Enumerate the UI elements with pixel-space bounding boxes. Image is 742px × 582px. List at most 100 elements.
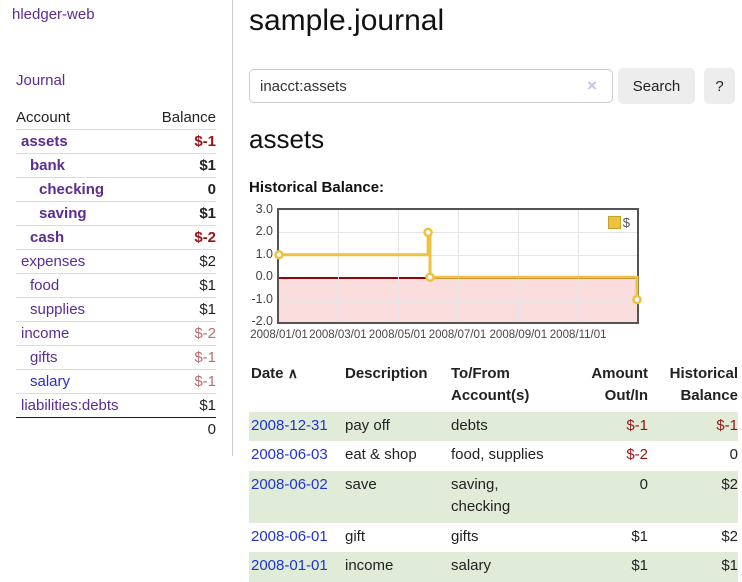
x-tick-label: 2008/07/01 <box>428 329 487 341</box>
transaction-amount: $-1 <box>626 416 648 434</box>
transaction-description: pay off <box>345 416 390 434</box>
x-tick-label: 2008/09/01 <box>489 329 548 341</box>
account-link[interactable]: cash <box>30 229 65 246</box>
account-link[interactable]: gifts <box>30 349 58 366</box>
y-tick-label: -1.0 <box>251 291 273 306</box>
account-link[interactable]: checking <box>39 181 105 198</box>
account-balance: $1 <box>199 301 216 318</box>
account-row: salary $-1 <box>16 369 216 394</box>
transaction-description: income <box>345 557 394 574</box>
sidebar-item-journal[interactable]: Journal <box>16 72 66 89</box>
transaction-date: 2008-06-01 <box>249 523 345 553</box>
transaction-date: 2008-01-01 <box>249 552 345 582</box>
account-balance: $1 <box>199 205 216 222</box>
transaction-accounts: salary <box>451 557 492 574</box>
account-link[interactable]: food <box>30 277 60 294</box>
legend-swatch-icon <box>607 216 621 229</box>
account-balance: $-1 <box>194 133 216 150</box>
clear-search-icon[interactable]: × <box>587 76 597 95</box>
accounts-table-body: assets $-1 bank $1 checking 0 saving $1 cash $-2 e… <box>16 129 216 442</box>
account-row: liabilities:debts $1 <box>16 393 216 418</box>
account-row: assets $-1 <box>16 129 216 154</box>
x-tick-label: 2008/01/01 <box>250 329 308 341</box>
x-tick-label: 2008/05/01 <box>368 329 427 341</box>
transaction-accounts: food, supplies <box>451 446 544 463</box>
search-bar: × Search ? <box>249 68 742 104</box>
transaction-date-link[interactable]: 2008-06-02 <box>251 475 328 493</box>
y-tick-label: 3.0 <box>255 202 273 216</box>
help-button[interactable]: ? <box>704 68 735 104</box>
y-tick-label: -2.0 <box>251 314 273 328</box>
transaction-accounts: debts <box>451 416 488 434</box>
account-row: income $-2 <box>16 321 216 346</box>
account-row: cash $-2 <box>16 225 216 250</box>
y-tick-label: 1.0 <box>255 246 273 261</box>
account-balance: $1 <box>199 157 216 174</box>
transaction-description: gift <box>345 527 366 545</box>
account-column-header: Account <box>16 109 71 126</box>
account-balance: $2 <box>199 253 216 270</box>
account-heading: assets <box>249 124 325 154</box>
account-balance: $-2 <box>194 229 216 246</box>
account-link[interactable]: saving <box>39 205 87 222</box>
transaction-row: 2008-12-31 pay off debts $-1 $-1 <box>249 411 738 442</box>
amount-column-header: Amount Out/In <box>591 365 648 404</box>
transaction-description: save <box>345 475 377 493</box>
historical-balance-chart: $ 3.0 2.0 1.0 0.0 -1.0 -2.0 2008/01/01 2008/03… <box>249 202 742 349</box>
account-link[interactable]: expenses <box>21 253 86 270</box>
y-tick-label: 2.0 <box>255 224 273 239</box>
transaction-balance: $2 <box>721 527 738 545</box>
legend-label: $ <box>622 215 630 230</box>
account-link[interactable]: income <box>21 325 70 342</box>
x-tick-label: 2008/03/01 <box>309 329 367 341</box>
account-link[interactable]: bank <box>30 157 66 174</box>
transaction-date-link[interactable]: 2008-06-03 <box>251 446 328 463</box>
y-tick-label: 0.0 <box>255 269 273 284</box>
account-link[interactable]: liabilities:debts <box>21 397 119 414</box>
accounts-table-header: Account Balance <box>16 106 216 130</box>
transaction-balance: $-1 <box>716 416 738 434</box>
transaction-date-link[interactable]: 2008-06-01 <box>251 527 328 545</box>
account-link[interactable]: salary <box>30 373 71 390</box>
account-row: gifts $-1 <box>16 345 216 370</box>
transaction-description: eat & shop <box>345 446 417 463</box>
app-brand-link[interactable]: hledger-web <box>12 6 95 23</box>
balance-column-header: Historical Balance <box>669 365 738 404</box>
transaction-accounts: saving, checking <box>451 475 511 516</box>
balance-step-line <box>274 227 642 305</box>
account-link[interactable]: assets <box>21 133 68 150</box>
chart-heading: Historical Balance: <box>249 179 385 196</box>
transaction-accounts: gifts <box>451 527 479 545</box>
date-column-header[interactable]: Date ∧ <box>251 365 298 382</box>
account-balance: 0 <box>207 181 216 198</box>
accounts-total-row: 0 <box>16 417 216 442</box>
transaction-row: 2008-01-01 income salary $1 $1 <box>249 552 738 582</box>
search-button[interactable]: Search <box>618 68 695 104</box>
description-column-header: Description <box>345 365 428 382</box>
search-input[interactable] <box>249 69 613 103</box>
transaction-balance: $1 <box>721 557 738 574</box>
register-table-body: 2008-12-31 pay off debts $-1 $-1 2008-06-03 ea… <box>249 411 738 582</box>
account-balance: $-1 <box>194 373 216 390</box>
account-row: bank $1 <box>16 153 216 178</box>
transaction-row: 2008-06-01 gift gifts $1 $2 <box>249 523 738 553</box>
account-link[interactable]: supplies <box>30 301 86 318</box>
transaction-date-link[interactable]: 2008-01-01 <box>251 557 328 574</box>
account-balance: $1 <box>199 277 216 294</box>
transaction-date: 2008-06-02 <box>249 471 345 523</box>
tofrom-column-header: To/From Account(s) <box>451 365 530 404</box>
register-table: Date ∧ Description To/From Account(s) Am… <box>249 361 738 582</box>
account-row: expenses $2 <box>16 249 216 274</box>
transaction-date: 2008-12-31 <box>249 412 345 442</box>
chart-legend: $ <box>607 215 630 230</box>
account-row: food $1 <box>16 273 216 298</box>
transaction-balance: 0 <box>729 446 738 463</box>
transaction-row: 2008-06-02 save saving, checking 0 $2 <box>249 470 738 523</box>
x-tick-label: 2008/11/01 <box>549 329 607 341</box>
transaction-date-link[interactable]: 2008-12-31 <box>251 416 328 434</box>
transaction-row: 2008-06-03 eat & shop food, supplies $-2 0 <box>249 441 738 471</box>
transaction-amount: $1 <box>631 557 648 574</box>
chart-plot-area: $ <box>274 208 642 324</box>
sidebar: hledger-web Journal Account Balance asse… <box>0 0 233 456</box>
page-title: sample.journal <box>249 4 445 37</box>
